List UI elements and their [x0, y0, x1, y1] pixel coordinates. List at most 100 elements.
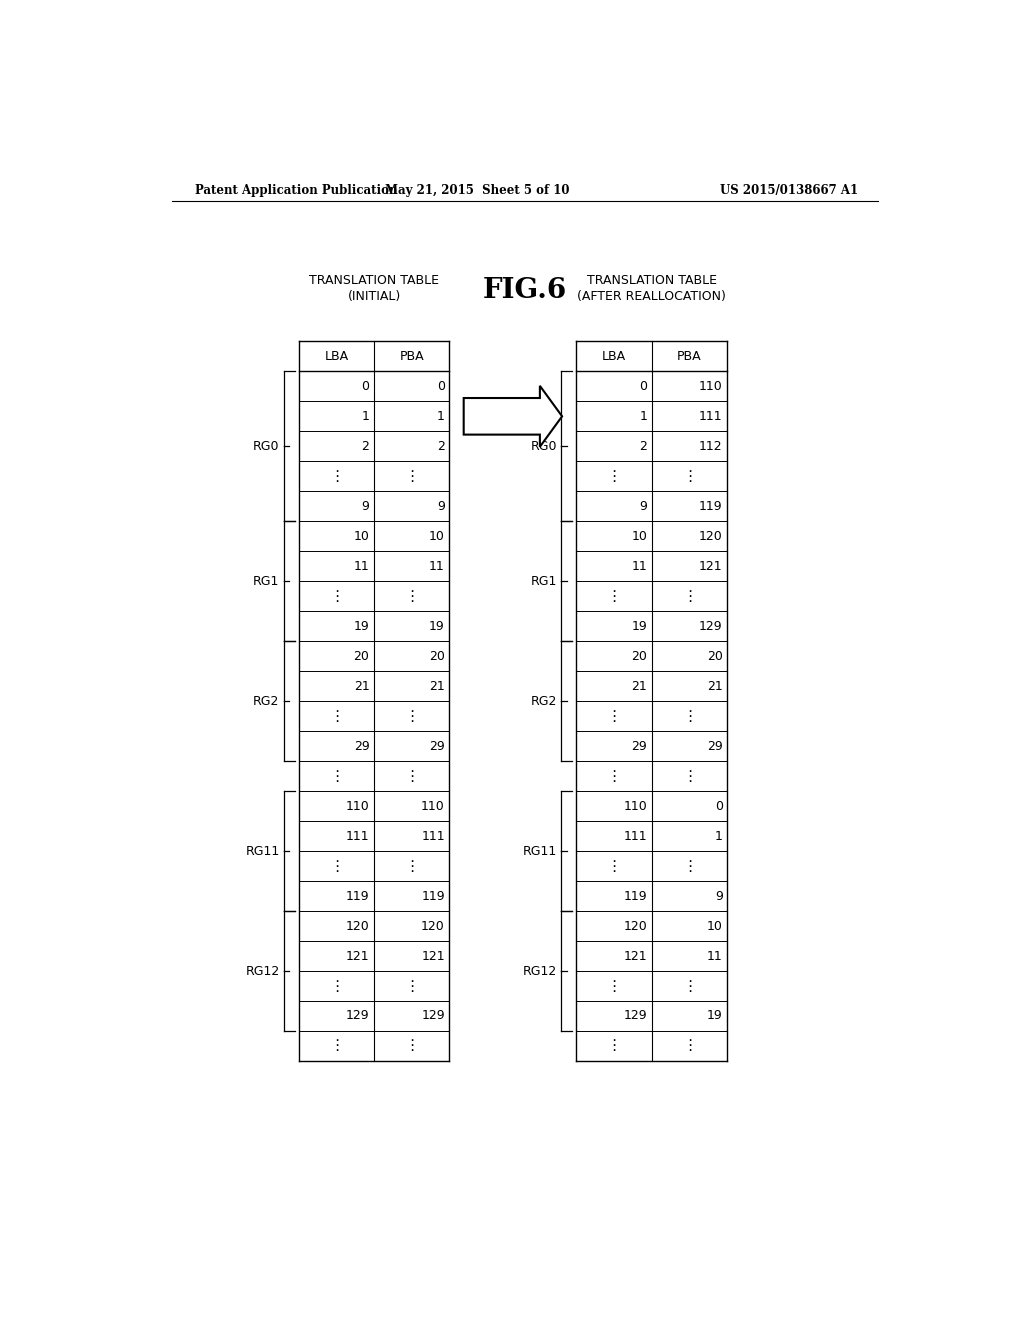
Text: 0: 0 — [715, 800, 723, 813]
Text: ⋮: ⋮ — [329, 589, 344, 603]
Text: ⋮: ⋮ — [404, 768, 420, 784]
Text: RG0: RG0 — [530, 440, 557, 453]
Text: 111: 111 — [699, 409, 723, 422]
Text: 19: 19 — [632, 619, 647, 632]
Text: 110: 110 — [699, 380, 723, 393]
Text: 119: 119 — [421, 890, 444, 903]
Text: LBA: LBA — [602, 350, 626, 363]
Text: 19: 19 — [429, 619, 444, 632]
Text: 1: 1 — [437, 409, 444, 422]
Text: (AFTER REALLOCATION): (AFTER REALLOCATION) — [578, 290, 726, 304]
Text: RG2: RG2 — [253, 694, 280, 708]
Text: TRANSLATION TABLE: TRANSLATION TABLE — [587, 275, 717, 286]
Text: 119: 119 — [624, 890, 647, 903]
Text: ⋮: ⋮ — [329, 978, 344, 994]
Text: 0: 0 — [639, 380, 647, 393]
Text: ⋮: ⋮ — [329, 1039, 344, 1053]
Text: RG11: RG11 — [523, 845, 557, 858]
Text: ⋮: ⋮ — [404, 469, 420, 483]
Text: RG1: RG1 — [531, 574, 557, 587]
Text: 120: 120 — [346, 920, 370, 932]
Text: ⋮: ⋮ — [404, 589, 420, 603]
Text: ⋮: ⋮ — [606, 858, 622, 874]
Text: 11: 11 — [632, 560, 647, 573]
Text: 11: 11 — [429, 560, 444, 573]
Text: 9: 9 — [361, 500, 370, 512]
Text: FIG.6: FIG.6 — [482, 277, 567, 305]
Text: ⋮: ⋮ — [682, 768, 697, 784]
Text: ⋮: ⋮ — [682, 1039, 697, 1053]
Text: LBA: LBA — [325, 350, 348, 363]
Text: RG12: RG12 — [246, 965, 280, 978]
Text: RG11: RG11 — [246, 845, 280, 858]
Text: 119: 119 — [699, 500, 723, 512]
Text: 111: 111 — [624, 829, 647, 842]
Text: 129: 129 — [421, 1010, 444, 1023]
Text: ⋮: ⋮ — [682, 589, 697, 603]
Text: 9: 9 — [715, 890, 723, 903]
Text: ⋮: ⋮ — [682, 709, 697, 723]
Text: 129: 129 — [699, 619, 723, 632]
Text: RG2: RG2 — [531, 694, 557, 708]
Text: PBA: PBA — [399, 350, 424, 363]
Text: 121: 121 — [699, 560, 723, 573]
Text: 121: 121 — [624, 949, 647, 962]
Text: 110: 110 — [421, 800, 444, 813]
Text: 121: 121 — [346, 949, 370, 962]
Text: 0: 0 — [361, 380, 370, 393]
Text: 20: 20 — [707, 649, 723, 663]
Text: 9: 9 — [639, 500, 647, 512]
Text: 0: 0 — [437, 380, 444, 393]
Text: Patent Application Publication: Patent Application Publication — [196, 183, 398, 197]
Text: 110: 110 — [624, 800, 647, 813]
Text: 111: 111 — [421, 829, 444, 842]
Text: ⋮: ⋮ — [682, 469, 697, 483]
Text: 121: 121 — [421, 949, 444, 962]
Text: 2: 2 — [361, 440, 370, 453]
Text: ⋮: ⋮ — [606, 709, 622, 723]
Bar — [299, 342, 450, 1061]
Text: ⋮: ⋮ — [404, 978, 420, 994]
Text: 29: 29 — [429, 739, 444, 752]
Text: ⋮: ⋮ — [329, 858, 344, 874]
Text: 111: 111 — [346, 829, 370, 842]
Text: PBA: PBA — [677, 350, 701, 363]
Text: ⋮: ⋮ — [682, 858, 697, 874]
Text: 10: 10 — [353, 529, 370, 543]
Bar — [577, 342, 727, 1061]
Text: ⋮: ⋮ — [606, 768, 622, 784]
Text: RG12: RG12 — [523, 965, 557, 978]
Text: 20: 20 — [632, 649, 647, 663]
Text: 19: 19 — [353, 619, 370, 632]
Text: TRANSLATION TABLE: TRANSLATION TABLE — [309, 275, 439, 286]
Text: ⋮: ⋮ — [404, 858, 420, 874]
Text: 1: 1 — [639, 409, 647, 422]
Text: 20: 20 — [353, 649, 370, 663]
Text: 21: 21 — [429, 680, 444, 693]
Text: ⋮: ⋮ — [606, 1039, 622, 1053]
Text: ⋮: ⋮ — [404, 709, 420, 723]
Text: 21: 21 — [707, 680, 723, 693]
Text: 2: 2 — [639, 440, 647, 453]
Text: ⋮: ⋮ — [404, 1039, 420, 1053]
Text: 10: 10 — [707, 920, 723, 932]
Text: 1: 1 — [361, 409, 370, 422]
Text: 120: 120 — [624, 920, 647, 932]
Text: 20: 20 — [429, 649, 444, 663]
Polygon shape — [464, 385, 562, 446]
Text: 21: 21 — [353, 680, 370, 693]
Text: 120: 120 — [421, 920, 444, 932]
Text: ⋮: ⋮ — [329, 768, 344, 784]
Text: 11: 11 — [353, 560, 370, 573]
Text: 9: 9 — [437, 500, 444, 512]
Text: ⋮: ⋮ — [329, 709, 344, 723]
Text: 1: 1 — [715, 829, 723, 842]
Text: 119: 119 — [346, 890, 370, 903]
Text: 112: 112 — [699, 440, 723, 453]
Text: 11: 11 — [707, 949, 723, 962]
Text: ⋮: ⋮ — [682, 978, 697, 994]
Text: May 21, 2015  Sheet 5 of 10: May 21, 2015 Sheet 5 of 10 — [385, 183, 569, 197]
Text: 29: 29 — [632, 739, 647, 752]
Text: 19: 19 — [707, 1010, 723, 1023]
Text: ⋮: ⋮ — [606, 978, 622, 994]
